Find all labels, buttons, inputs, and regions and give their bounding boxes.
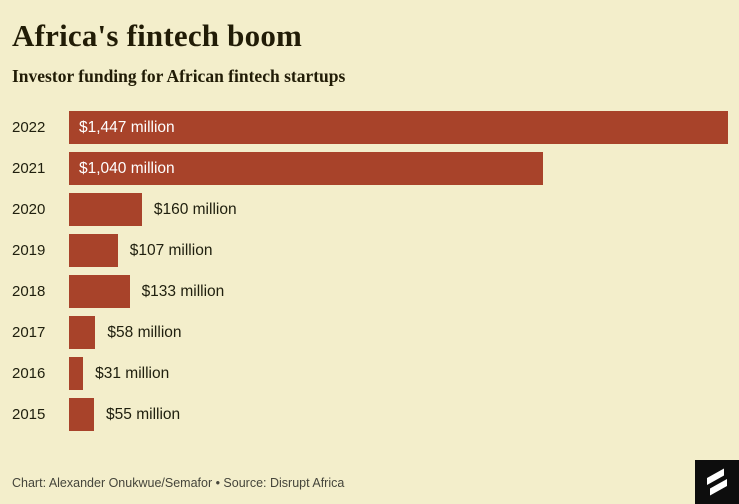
year-label: 2020 — [12, 201, 46, 218]
bar — [69, 357, 84, 390]
bar-row: 2019 $107 million — [12, 234, 728, 267]
bar-track: $160 million — [69, 193, 728, 226]
bar-track: $55 million — [69, 398, 728, 431]
bar-row: 2015 $55 million — [12, 398, 728, 431]
value-label: $133 million — [141, 282, 225, 300]
semafor-logo — [695, 460, 739, 504]
bar-track: $31 million — [69, 357, 728, 390]
bar-row: 2016 $31 million — [12, 357, 728, 390]
bar — [69, 316, 96, 349]
year-label: 2022 — [12, 119, 46, 136]
bar-row: 2020 $160 million — [12, 193, 728, 226]
value-label: $58 million — [107, 323, 182, 341]
year-label: 2017 — [12, 324, 46, 341]
semafor-logo-icon — [707, 468, 727, 496]
bar: $1,040 million — [69, 152, 543, 185]
bar-track: $133 million — [69, 275, 728, 308]
value-label: $31 million — [95, 364, 170, 382]
bar-row: 2018 $133 million — [12, 275, 728, 308]
year-label: 2021 — [12, 160, 46, 177]
year-label: 2019 — [12, 242, 46, 259]
value-label: $55 million — [106, 405, 181, 423]
value-label: $1,447 million — [79, 118, 175, 136]
bar-track: $1,040 million — [69, 152, 728, 185]
value-label: $1,040 million — [79, 159, 175, 177]
bar-chart: 2022 $1,447 million 2021 $1,040 million 2020… — [12, 111, 728, 431]
bar — [69, 234, 118, 267]
chart-title: Africa's fintech boom — [12, 18, 303, 53]
bar — [69, 275, 130, 308]
year-label: 2015 — [12, 406, 46, 423]
bar — [69, 398, 95, 431]
bar-track: $107 million — [69, 234, 728, 267]
bar-row: 2017 $58 million — [12, 316, 728, 349]
bar-row: 2021 $1,040 million — [12, 152, 728, 185]
chart-credit: Chart: Alexander Onukwue/Semafor • Sourc… — [12, 476, 345, 490]
bar-track: $1,447 million — [69, 111, 728, 144]
year-label: 2018 — [12, 283, 46, 300]
bar-track: $58 million — [69, 316, 728, 349]
bar: $1,447 million — [69, 111, 728, 144]
bar-row: 2022 $1,447 million — [12, 111, 728, 144]
chart-subtitle: Investor funding for African fintech sta… — [12, 66, 346, 86]
value-label: $107 million — [129, 241, 213, 259]
bar — [69, 193, 142, 226]
value-label: $160 million — [153, 200, 237, 218]
year-label: 2016 — [12, 365, 46, 382]
